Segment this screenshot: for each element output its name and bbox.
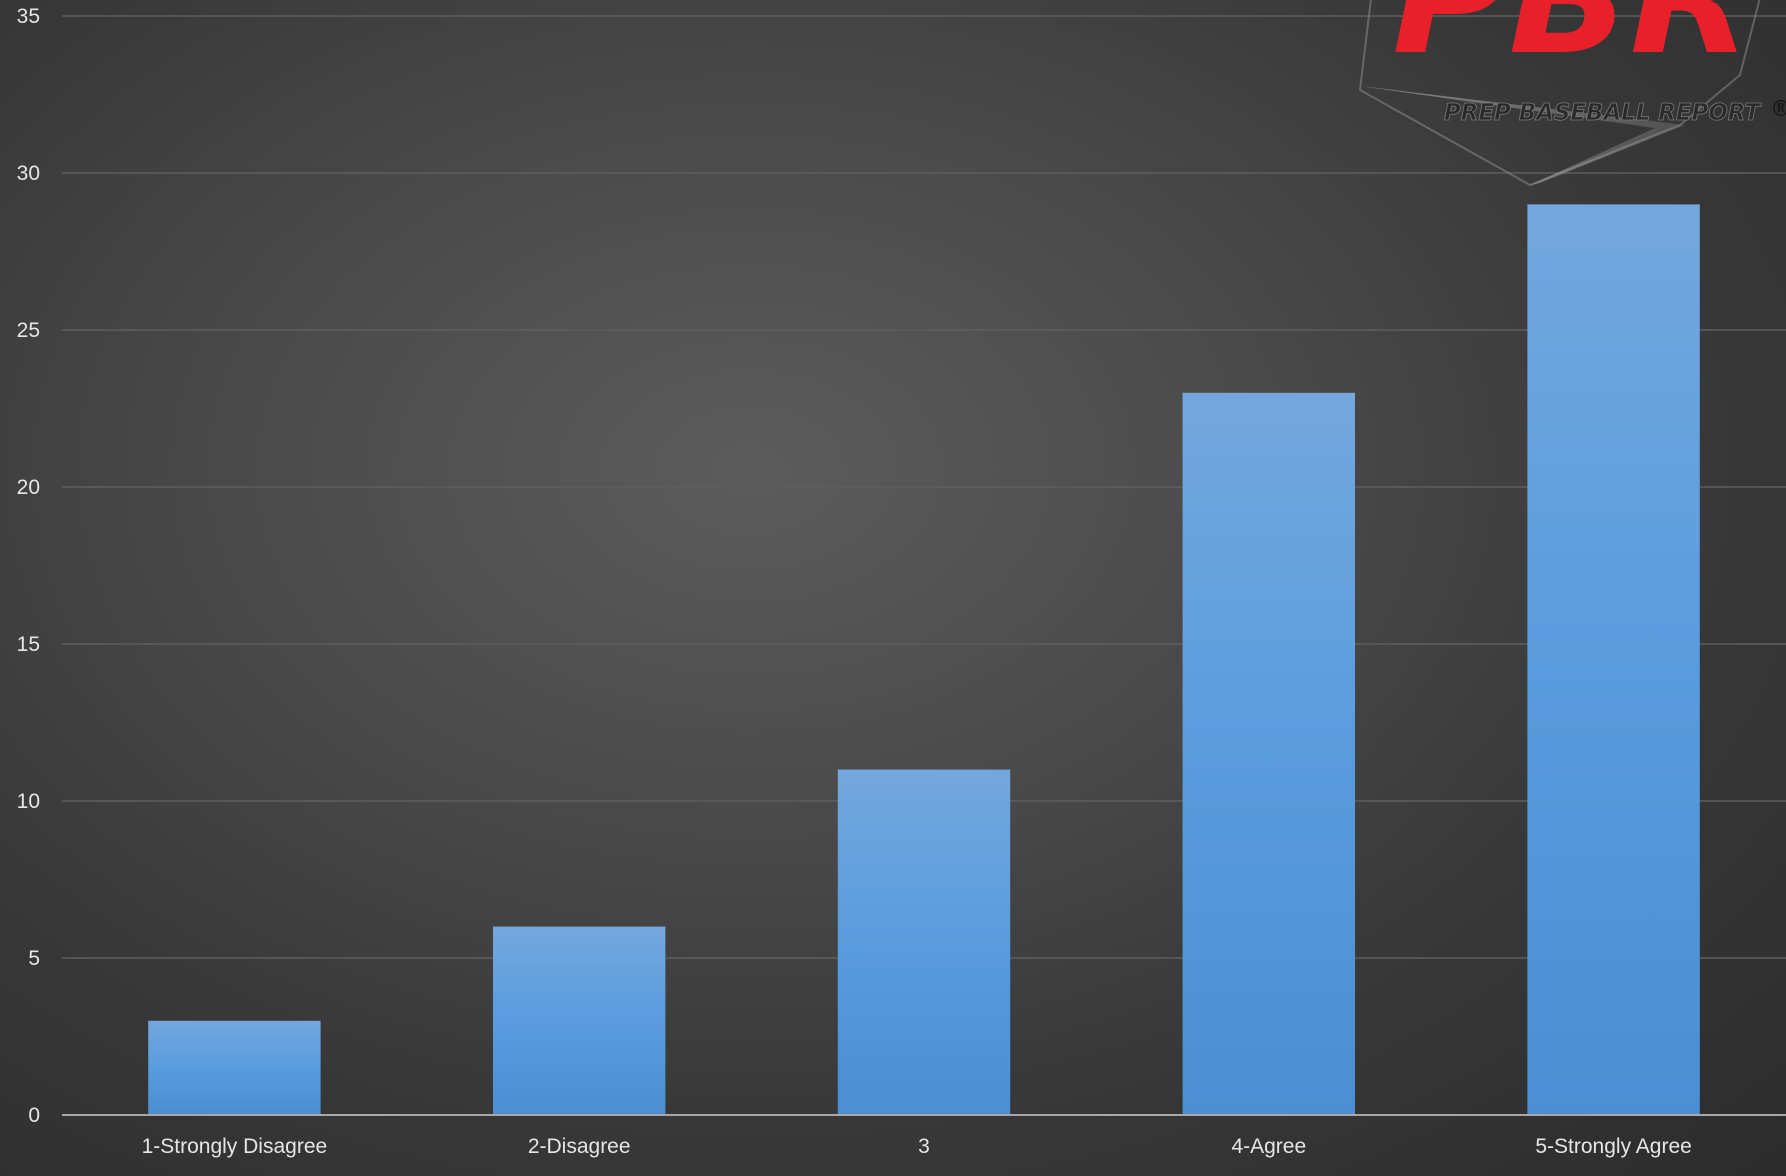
bar (837, 769, 1011, 1115)
pbr-tagline: PREP BASEBALL REPORT (1444, 100, 1762, 126)
gridlines (62, 15, 1786, 959)
pbr-wordmark: PBR (1392, 0, 1752, 88)
pbr-home-plate-logo-icon: PBR PREP BASEBALL REPORT ® (1358, 0, 1786, 187)
y-tick-label: 15 (17, 633, 40, 656)
y-tick-label: 30 (17, 162, 40, 185)
bar (1527, 204, 1700, 1115)
x-axis-labels: 1-Strongly Disagree 2-Disagree 3 4-Agree 5-S… (142, 1135, 1692, 1158)
x-tick-label: 4-Agree (1231, 1135, 1306, 1158)
x-tick-label: 2-Disagree (528, 1135, 631, 1158)
x-tick-label: 3 (918, 1135, 930, 1158)
y-tick-label: 5 (28, 947, 40, 970)
y-tick-label: 20 (17, 476, 40, 499)
x-tick-label: 5-Strongly Agree (1535, 1135, 1691, 1158)
y-axis-ticks: 0 5 10 15 20 25 30 35 (17, 5, 40, 1127)
bar (1182, 392, 1355, 1115)
y-tick-label: 35 (17, 5, 40, 28)
bars (148, 204, 1700, 1115)
y-tick-label: 25 (17, 319, 40, 342)
y-tick-label: 0 (28, 1104, 40, 1127)
y-tick-label: 10 (17, 790, 40, 813)
pbr-registered-mark: ® (1770, 97, 1786, 122)
bar (148, 1020, 321, 1115)
x-tick-label: 1-Strongly Disagree (142, 1135, 328, 1158)
bar (493, 926, 666, 1115)
